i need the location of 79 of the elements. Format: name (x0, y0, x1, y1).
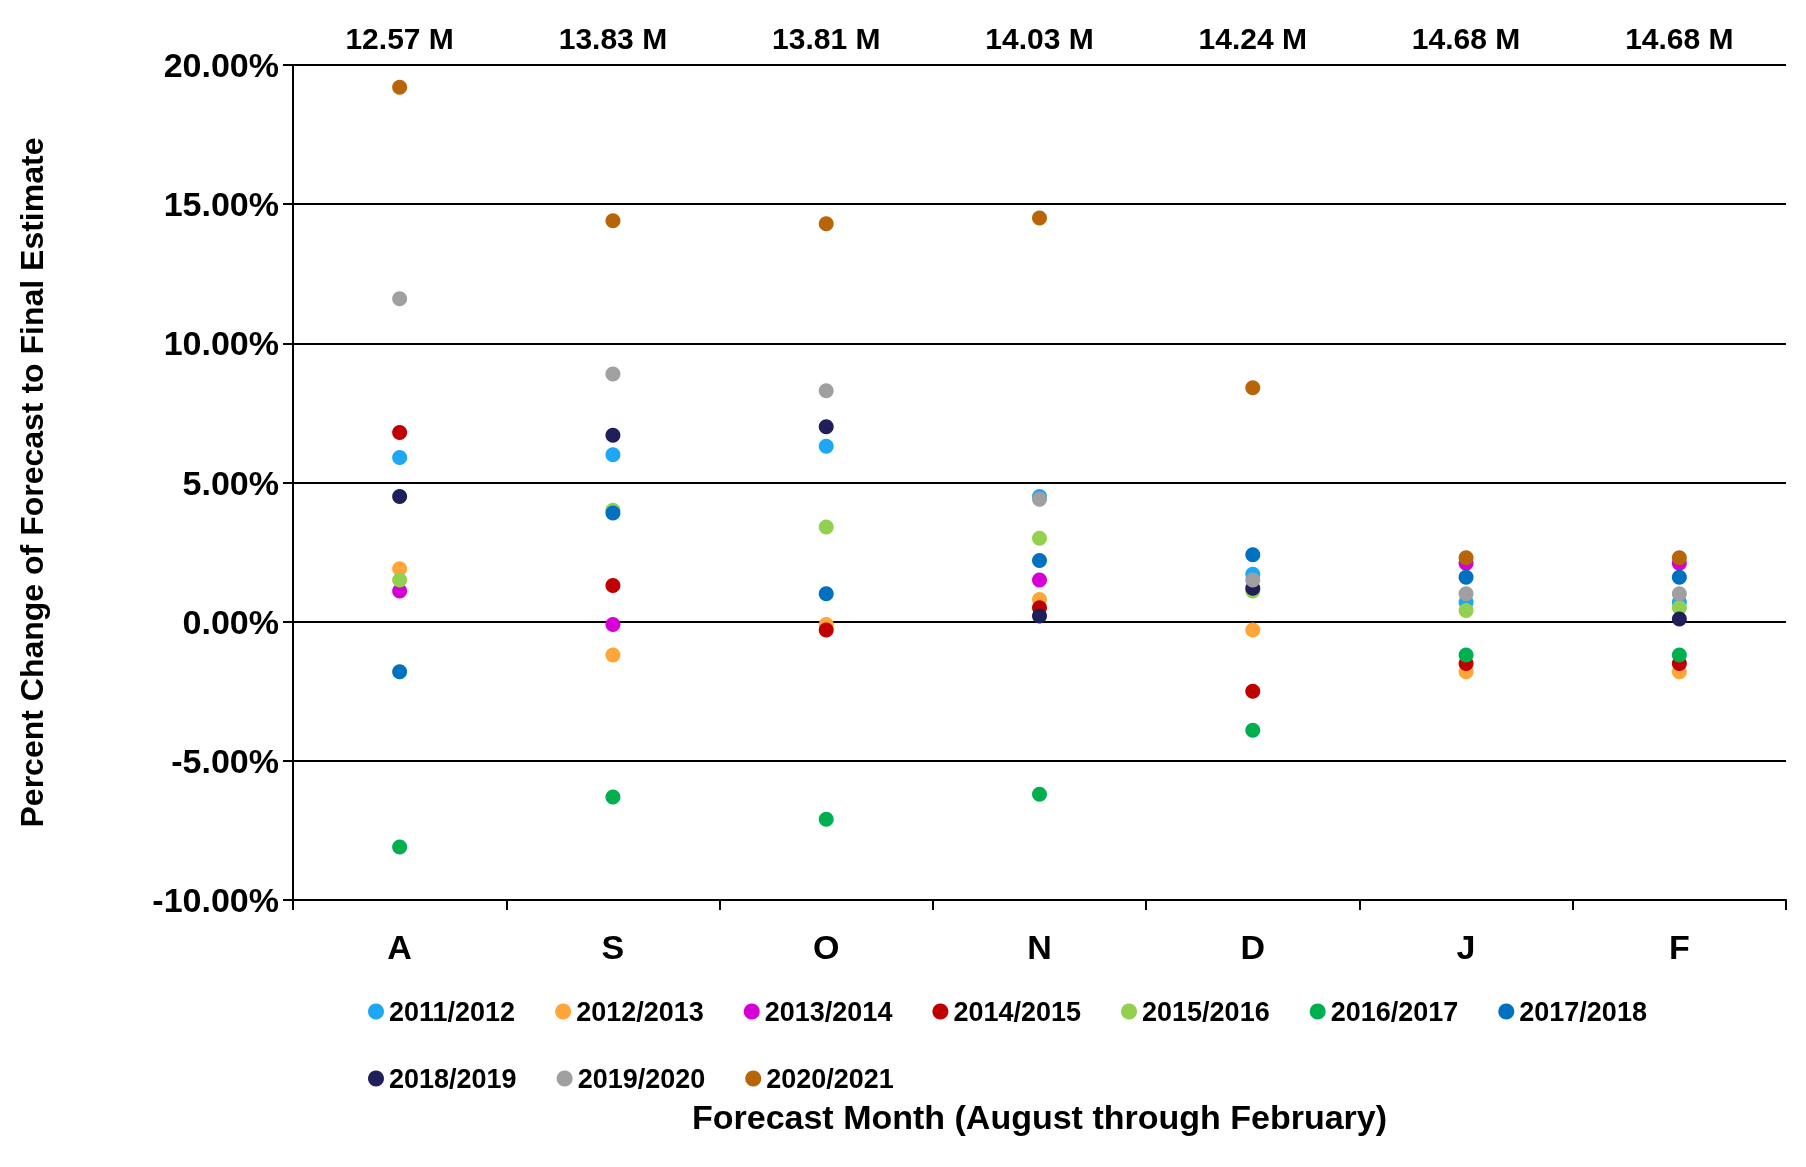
y-tick-label: -10.00% (152, 881, 279, 919)
y-tick-label: 10.00% (163, 324, 279, 363)
legend-label: 2019/2020 (577, 1063, 706, 1094)
x-tick-label: S (601, 928, 625, 966)
x-tick-label: F (1668, 928, 1690, 966)
point (1671, 550, 1687, 566)
x-axis-title: Forecast Month (August through February) (691, 1098, 1388, 1136)
x-tick-label: O (812, 928, 840, 966)
y-tick-label: 0.00% (182, 602, 279, 641)
point (1245, 572, 1261, 588)
point (605, 213, 621, 229)
point (392, 79, 408, 95)
point (392, 664, 408, 680)
point (1245, 380, 1261, 396)
point (1671, 611, 1687, 627)
text: 14.03 M (985, 21, 1094, 55)
text: 14.24 M (1198, 21, 1307, 55)
point (1245, 547, 1261, 563)
legend-label: 2013/2014 (764, 996, 893, 1027)
point (392, 839, 408, 855)
y-axis-title: Percent Change of Forecast to Final Estimate (14, 137, 50, 828)
point (605, 647, 621, 663)
y-tick-label: -5.00% (171, 741, 279, 780)
legend-label: 2016/2017 (1330, 996, 1459, 1027)
point (818, 519, 834, 535)
point (605, 616, 621, 632)
legend-label: 2014/2015 (953, 996, 1082, 1027)
point (605, 789, 621, 805)
legend-label: 2018/2019 (389, 1063, 517, 1094)
point (392, 449, 408, 465)
point (1458, 586, 1474, 602)
point (392, 572, 408, 588)
y-tick-label: 20.00% (163, 46, 279, 84)
legend-label: 2020/2021 (766, 1063, 894, 1094)
point (392, 291, 408, 307)
point (1245, 622, 1261, 638)
legend-label: 2012/2013 (576, 996, 704, 1027)
point (1245, 722, 1261, 738)
point (1458, 603, 1474, 619)
point (1032, 786, 1047, 802)
point (818, 586, 834, 602)
x-tick-label: J (1456, 928, 1476, 966)
point (1032, 530, 1047, 546)
x-tick-label: D (1240, 928, 1266, 966)
text: 14.68 M (1411, 21, 1521, 55)
point (605, 366, 621, 382)
point (1671, 569, 1687, 585)
point (1032, 552, 1047, 568)
point (605, 447, 621, 463)
point (392, 424, 408, 440)
x-tick-label: N (1027, 928, 1052, 966)
point (1032, 210, 1047, 226)
x-tick-label: A (387, 928, 412, 966)
point (1458, 647, 1474, 663)
point (818, 811, 834, 827)
point (1458, 550, 1474, 566)
point (605, 577, 621, 593)
legend-label: 2011/2012 (389, 996, 516, 1027)
point (605, 427, 621, 443)
point (1458, 569, 1474, 585)
point (1671, 647, 1687, 663)
y-tick-label: 15.00% (163, 185, 279, 224)
point (1032, 572, 1047, 588)
text: 13.83 M (558, 21, 668, 55)
point (818, 622, 834, 638)
y-tick-label: 5.00% (182, 463, 279, 502)
point (392, 488, 408, 504)
point (1032, 608, 1047, 624)
point (1245, 683, 1261, 699)
point (818, 438, 834, 454)
text: 14.68 M (1625, 21, 1734, 55)
point (1671, 586, 1687, 602)
point (818, 216, 834, 232)
legend-label: 2015/2016 (1142, 996, 1270, 1027)
text: 13.81 M (772, 21, 881, 55)
point (818, 419, 834, 435)
legend-label: 2017/2018 (1519, 996, 1647, 1027)
text: 12.57 M (345, 21, 454, 55)
point (818, 383, 834, 399)
